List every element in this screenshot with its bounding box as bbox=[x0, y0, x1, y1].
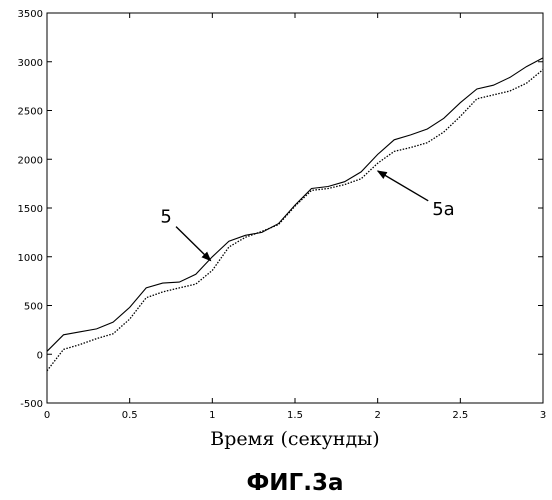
y-tick-label: 1500 bbox=[18, 204, 43, 215]
x-tick-label: 2 bbox=[374, 410, 380, 421]
y-tick-label: 1000 bbox=[18, 253, 43, 264]
y-tick-label: 2500 bbox=[18, 107, 43, 118]
annotation-label-2: 5a bbox=[432, 199, 454, 220]
y-tick-label: 2000 bbox=[18, 155, 43, 166]
figure-caption: ФИГ.3а bbox=[247, 470, 344, 496]
annotation-label-1: 5 bbox=[160, 207, 171, 228]
y-tick-label: 3500 bbox=[18, 9, 43, 20]
y-tick-label: -500 bbox=[20, 399, 43, 410]
plot-area bbox=[47, 13, 543, 403]
x-tick-label: 3 bbox=[540, 410, 546, 421]
y-tick-label: 3000 bbox=[18, 58, 43, 69]
x-tick-label: 2.5 bbox=[452, 410, 468, 421]
x-axis-label: Время (секунды) bbox=[210, 428, 379, 450]
y-tick-label: 0 bbox=[37, 350, 43, 361]
x-tick-label: 1.5 bbox=[287, 410, 303, 421]
x-tick-label: 1 bbox=[209, 410, 215, 421]
y-tick-label: 500 bbox=[24, 302, 43, 313]
x-tick-label: 0.5 bbox=[122, 410, 138, 421]
x-tick-label: 0 bbox=[44, 410, 50, 421]
